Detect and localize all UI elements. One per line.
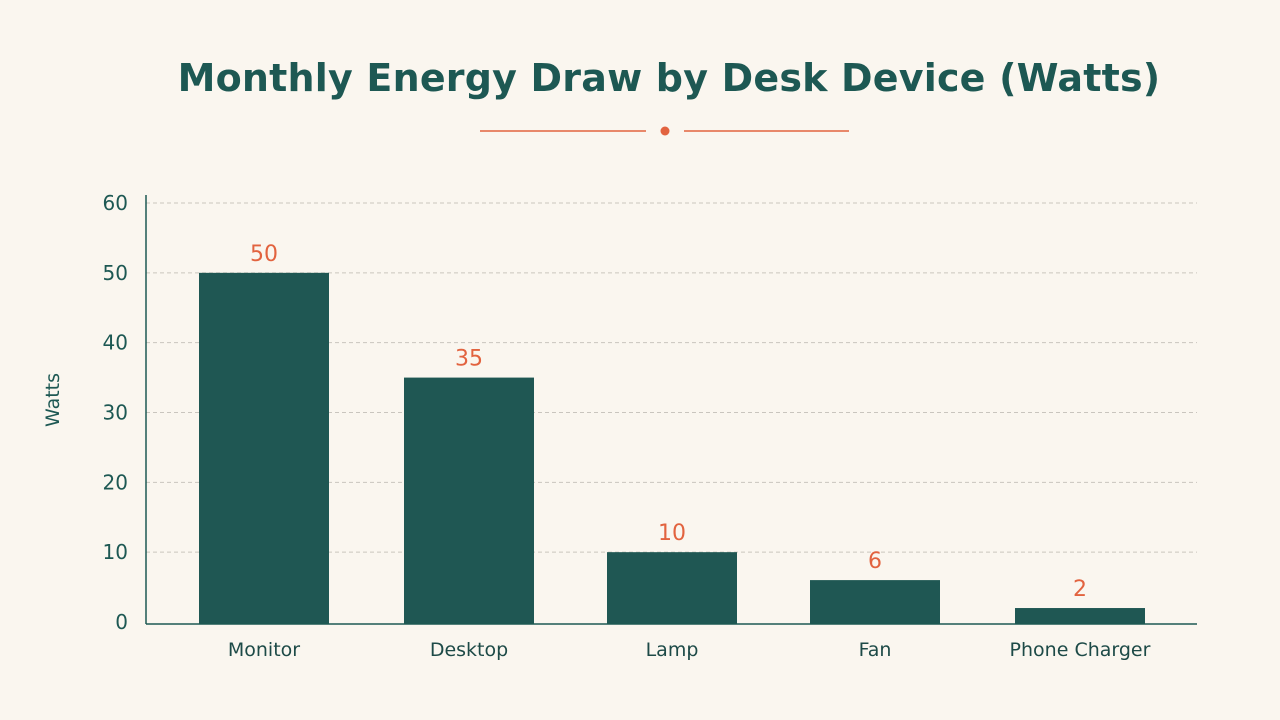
bar-value-label: 6 <box>868 549 882 574</box>
x-tick-label: Lamp <box>646 639 699 661</box>
y-axis-title: Watts <box>42 373 64 427</box>
y-tick-label: 20 <box>103 470 128 494</box>
bar-value-label: 2 <box>1073 577 1087 602</box>
x-tick-label: Monitor <box>228 639 300 661</box>
y-tick-label: 0 <box>115 610 128 634</box>
y-tick-label: 40 <box>103 331 128 355</box>
x-tick-label: Phone Charger <box>1010 639 1151 661</box>
y-tick-label: 30 <box>103 401 128 425</box>
labels: 0 10 20 30 40 50 60 50 Monitor 35 Desktop 10 Lamp 6 Fa… <box>103 191 1151 661</box>
bar-value-label: 35 <box>455 347 483 372</box>
bar <box>810 580 940 624</box>
y-tick-label: 10 <box>103 540 128 564</box>
bars <box>199 272 1145 624</box>
bar-value-label: 10 <box>658 521 686 546</box>
x-tick-label: Fan <box>859 639 892 661</box>
chart-title: Monthly Energy Draw by Desk Device (Watt… <box>177 56 1161 100</box>
bar <box>607 552 737 624</box>
axes <box>145 195 1197 625</box>
x-tick-label: Desktop <box>430 639 508 661</box>
y-tick-label: 50 <box>103 261 128 285</box>
bar <box>404 377 534 624</box>
divider-dot <box>660 126 670 136</box>
y-tick-label: 60 <box>103 191 128 215</box>
title-divider <box>480 126 849 136</box>
bar <box>199 272 329 624</box>
bar-value-label: 50 <box>250 242 278 267</box>
bar <box>1015 608 1145 624</box>
